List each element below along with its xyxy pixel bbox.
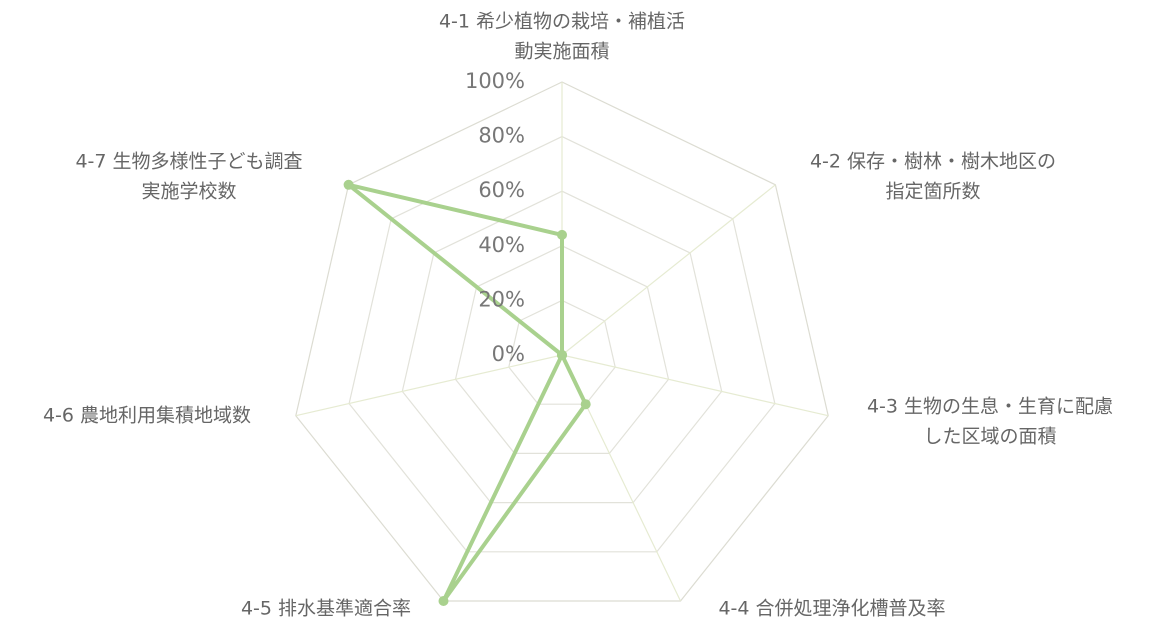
tick-label-0: 0%	[492, 342, 525, 366]
spoke-3	[561, 354, 829, 417]
data-point-5	[438, 596, 449, 606]
data-point-6	[557, 350, 567, 360]
tick-label-3: 60%	[478, 178, 525, 202]
grid-ring-2	[454, 245, 670, 454]
grid-ring-3	[401, 190, 723, 504]
category-label-2-line-2: 指定箇所数	[885, 181, 980, 203]
category-label-2-line-1: 4-2 保存・樹林・樹木地区の	[810, 151, 1056, 173]
category-label-7-line-1: 4-7 生物多様性子ども調査	[75, 151, 302, 173]
category-label-5: 4-5 排水基準適合率	[241, 598, 411, 620]
spoke-6	[295, 354, 563, 417]
grid-ring-1	[508, 299, 616, 405]
category-label-3-line-1: 4-3 生物の生息・生育に配慮	[867, 396, 1113, 418]
category-label-7-line-2: 実施学校数	[141, 181, 236, 203]
tick-label-4: 80%	[478, 124, 525, 148]
category-label-6: 4-6 農地利用集積地域数	[43, 405, 251, 427]
category-label-1-line-2: 動実施面積	[514, 41, 609, 63]
grid-ring-4	[348, 135, 776, 553]
category-label-3-line-2: した区域の面積	[923, 426, 1056, 448]
tick-label-5: 100%	[465, 69, 525, 93]
data-point-1	[557, 229, 567, 240]
tick-label-1: 20%	[478, 287, 525, 311]
data-point-4	[580, 399, 591, 410]
data-point-7	[343, 179, 354, 190]
category-label-1-line-1: 4-1 希少植物の栽培・補植活	[439, 11, 685, 33]
grid-ring-5	[295, 81, 829, 602]
spoke-2	[561, 184, 776, 356]
tick-label-2: 40%	[478, 233, 525, 257]
category-label-4: 4-4 合併処理浄化槽普及率	[718, 598, 945, 620]
